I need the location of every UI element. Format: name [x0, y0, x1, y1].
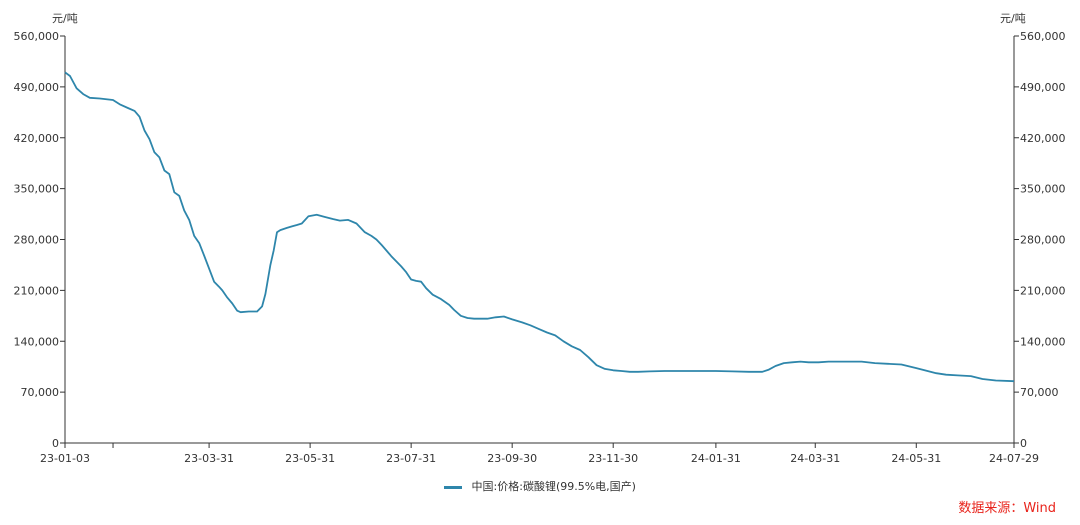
y-tick-label-left: 140,000: [14, 335, 60, 348]
x-tick-label: 24-05-31: [891, 452, 941, 465]
data-source-note: 数据来源：Wind: [958, 501, 1056, 516]
legend: 中国:价格:碳酸锂(99.5%电,国产): [0, 478, 1080, 494]
y-tick-label-right: 280,000: [1020, 234, 1066, 247]
legend-swatch: [444, 485, 463, 489]
y-tick-label-right: 560,000: [1020, 30, 1066, 43]
y-tick-label-right: 0: [1020, 437, 1027, 450]
x-tick-label: 23-07-31: [386, 452, 436, 465]
series-layer: [64, 71, 1015, 383]
series-line: [64, 71, 1015, 383]
x-tick-label: 23-09-30: [487, 452, 537, 465]
y-tick-label-left: 210,000: [14, 284, 60, 297]
y-tick-label-left: 70,000: [21, 386, 60, 399]
y-tick-label-right: 490,000: [1020, 81, 1066, 94]
x-tick-label: 23-03-31: [184, 452, 234, 465]
y-tick-label-right: 420,000: [1020, 132, 1066, 145]
x-tick-label: 23-05-31: [285, 452, 335, 465]
y-axis-unit-right: 元/吨: [1000, 12, 1026, 25]
y-axis-unit-left: 元/吨: [52, 12, 78, 25]
x-tick-label: 24-01-31: [691, 452, 741, 465]
y-axis-left: 0 70,000 140,000 210,000 280,000 350,000 420,0…: [14, 30, 66, 450]
x-tick-label: 24-03-31: [790, 452, 840, 465]
x-tick-label: 23-01-03: [40, 452, 90, 465]
x-tick-label: 24-07-29: [989, 452, 1039, 465]
y-tick-label-right: 350,000: [1020, 183, 1066, 196]
y-tick-label-right: 70,000: [1020, 386, 1059, 399]
y-tick-label-left: 420,000: [14, 132, 60, 145]
x-tick-label: 23-11-30: [588, 452, 638, 465]
y-tick-label-left: 560,000: [14, 30, 60, 43]
legend-label: 中国:价格:碳酸锂(99.5%电,国产): [471, 480, 636, 493]
y-tick-label-left: 280,000: [14, 234, 60, 247]
y-tick-label-right: 210,000: [1020, 284, 1066, 297]
y-tick-label-left: 350,000: [14, 183, 60, 196]
y-tick-label-right: 140,000: [1020, 335, 1066, 348]
y-tick-label-left: 0: [52, 437, 59, 450]
y-axis-right: 0 70,000 140,000 210,000 280,000 350,000 420,0…: [1013, 30, 1066, 450]
y-tick-label-left: 490,000: [14, 81, 60, 94]
x-axis: 23-01-03 23-03-31 23-05-31 23-07-31 23-09-30…: [40, 442, 1039, 465]
